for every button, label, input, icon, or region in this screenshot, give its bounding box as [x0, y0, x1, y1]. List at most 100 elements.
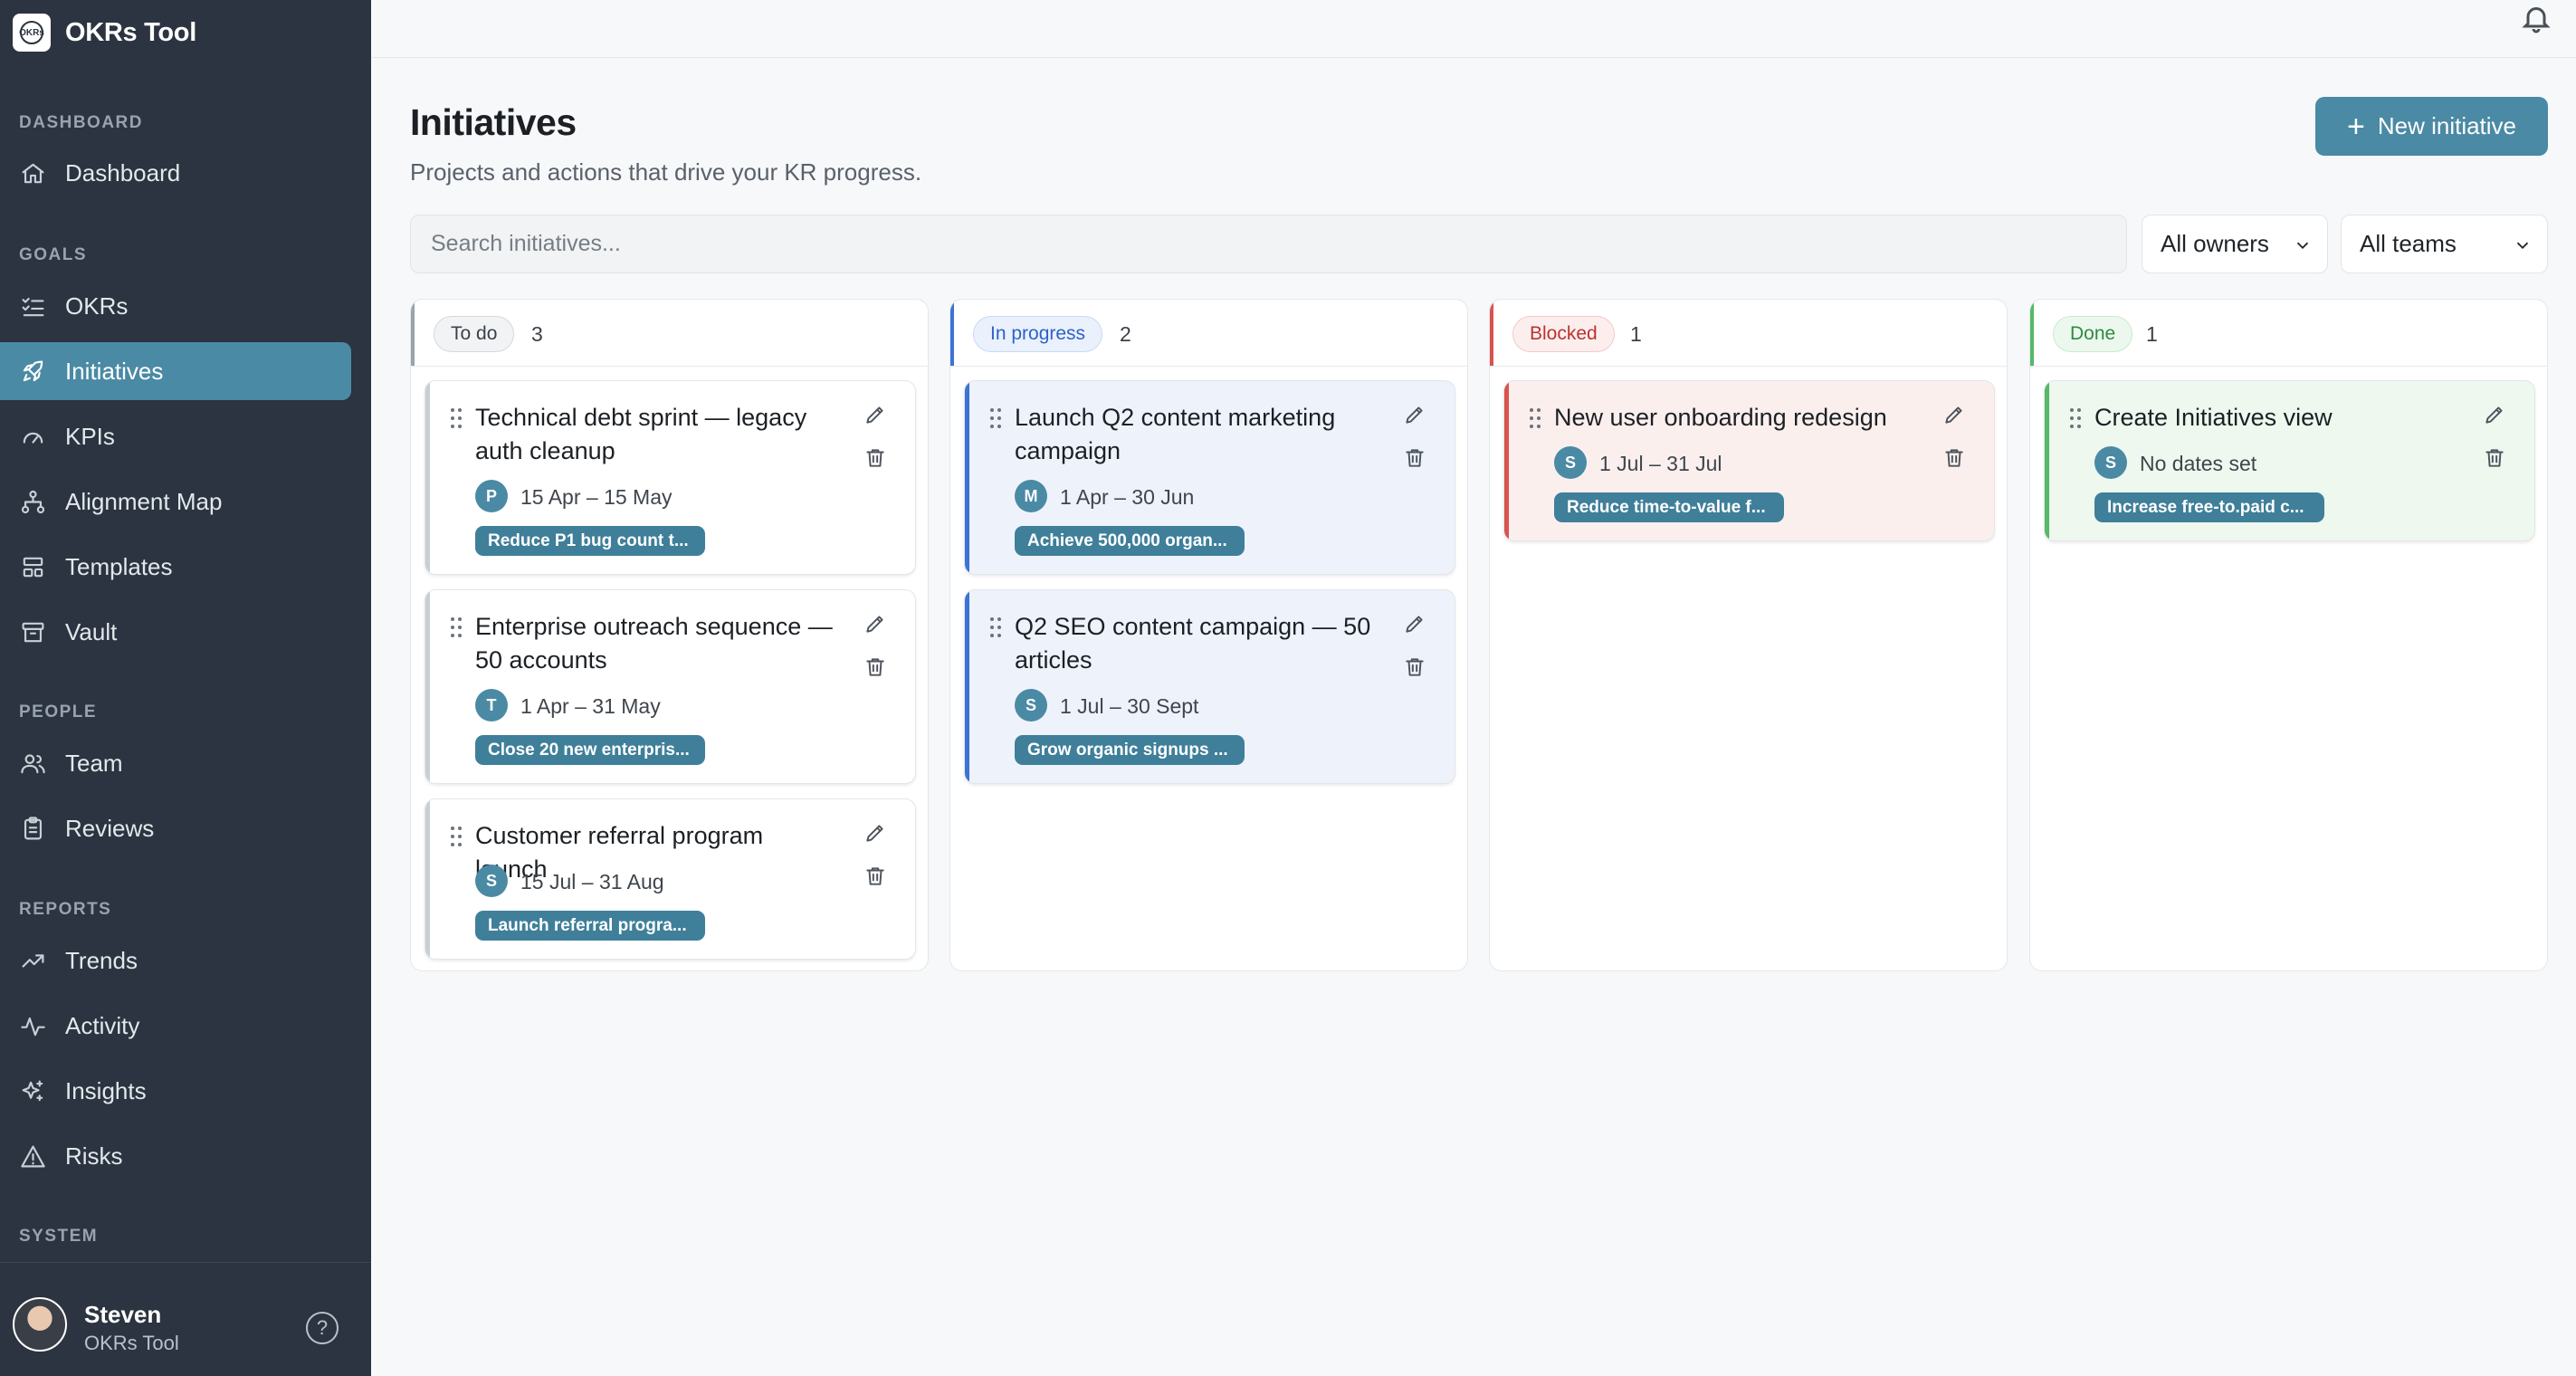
sidebar-item-initiatives[interactable]: Initiatives	[0, 342, 351, 400]
column-accent	[950, 300, 954, 367]
kr-tag[interactable]: Increase free-to.paid c...	[2094, 492, 2324, 522]
sidebar-item-reviews[interactable]: Reviews	[0, 799, 351, 857]
sidebar-item-label: Initiatives	[65, 357, 164, 385]
sidebar-item-label: OKRs	[65, 291, 129, 320]
sidebar-item-alignment-map[interactable]: Alignment Map	[0, 473, 351, 530]
card-title: Enterprise outreach sequence — 50 accoun…	[475, 613, 833, 674]
kr-tag[interactable]: Reduce time-to-value f...	[1554, 492, 1784, 522]
sidebar-item-label: Activity	[65, 1011, 140, 1039]
sidebar-item-kpis[interactable]: KPIs	[0, 407, 351, 465]
sidebar-item-team[interactable]: Team	[0, 734, 351, 792]
kr-tag[interactable]: Reduce P1 bug count t...	[475, 526, 705, 556]
trash-icon[interactable]	[2483, 446, 2508, 472]
status-badge: In progress	[973, 316, 1103, 352]
sidebar-item-risks[interactable]: Risks	[0, 1127, 351, 1185]
edit-icon[interactable]	[863, 403, 889, 428]
owner-filter-select[interactable]: All owners	[2142, 215, 2328, 273]
app-logo: OKRs	[13, 14, 51, 52]
sidebar-item-dashboard[interactable]: Dashboard	[0, 144, 351, 202]
card-status-bar	[425, 381, 430, 574]
owner-avatar: S	[2094, 446, 2127, 479]
kr-tag[interactable]: Grow organic signups ...	[1015, 735, 1245, 765]
initiative-card[interactable]: Create Initiatives view S No dates set I…	[2044, 380, 2535, 541]
users-icon	[18, 749, 47, 778]
section-label-goals: GOALS	[19, 245, 88, 264]
sidebar-item-label: Insights	[65, 1076, 147, 1104]
sidebar-item-label: Risks	[65, 1142, 123, 1170]
activity-icon	[18, 1011, 47, 1040]
top-bar	[371, 0, 2576, 58]
drag-handle-icon[interactable]	[449, 616, 463, 639]
team-filter-select[interactable]: All teams	[2341, 215, 2548, 273]
initiative-card[interactable]: Q2 SEO content campaign — 50 articles S …	[964, 589, 1455, 784]
card-dates: 1 Jul – 30 Sept	[1060, 694, 1199, 718]
user-panel[interactable]: Steven OKRs Tool ?	[0, 1262, 371, 1376]
drag-handle-icon[interactable]	[2068, 406, 2083, 430]
rocket-icon	[18, 357, 47, 386]
edit-icon[interactable]	[2483, 403, 2508, 428]
edit-icon[interactable]	[863, 821, 889, 846]
kr-tag[interactable]: Achieve 500,000 organ...	[1015, 526, 1245, 556]
column-accent	[1490, 300, 1493, 367]
page-subtitle: Projects and actions that drive your KR …	[410, 158, 922, 186]
edit-icon[interactable]	[1403, 612, 1428, 637]
column-count: 1	[2146, 322, 2158, 346]
search-input[interactable]	[410, 215, 2127, 273]
home-icon	[18, 158, 47, 187]
column-in-progress: In progress 2 Launch Q2 content marketin…	[949, 299, 1468, 971]
sidebar-item-activity[interactable]: Activity	[0, 997, 351, 1055]
drag-handle-icon[interactable]	[988, 406, 1003, 430]
column-todo: To do 3 Technical debt sprint — legacy a…	[410, 299, 929, 971]
sitemap-icon	[18, 487, 47, 516]
sidebar-item-label: KPIs	[65, 422, 115, 450]
avatar[interactable]	[13, 1297, 67, 1352]
sidebar-item-trends[interactable]: Trends	[0, 932, 351, 989]
trash-icon[interactable]	[863, 446, 889, 472]
column-header: Done 1	[2030, 300, 2547, 367]
chevron-down-icon	[2513, 234, 2533, 253]
new-initiative-button[interactable]: + New initiative	[2315, 97, 2548, 156]
sidebar-item-okrs[interactable]: OKRs	[0, 277, 351, 335]
edit-icon[interactable]	[1403, 403, 1428, 428]
initiative-card[interactable]: Launch Q2 content marketing campaign M 1…	[964, 380, 1455, 575]
card-title: Q2 SEO content campaign — 50 articles	[1015, 613, 1371, 674]
trash-icon[interactable]	[1403, 655, 1428, 681]
trash-icon[interactable]	[1403, 446, 1428, 472]
drag-handle-icon[interactable]	[449, 825, 463, 848]
kr-tag[interactable]: Launch referral progra...	[475, 911, 705, 941]
initiative-card[interactable]: New user onboarding redesign S 1 Jul – 3…	[1503, 380, 1995, 541]
edit-icon[interactable]	[1942, 403, 1968, 428]
trash-icon[interactable]	[863, 655, 889, 681]
drag-handle-icon[interactable]	[1528, 406, 1542, 430]
gauge-icon	[18, 422, 47, 451]
card-dates: No dates set	[2140, 452, 2257, 475]
help-icon[interactable]: ?	[306, 1312, 339, 1344]
kr-tag[interactable]: Close 20 new enterpris...	[475, 735, 705, 765]
column-header: Blocked 1	[1490, 300, 2007, 367]
owner-avatar: S	[1554, 446, 1587, 479]
bell-icon[interactable]	[2520, 2, 2556, 38]
sidebar-item-vault[interactable]: Vault	[0, 603, 351, 661]
drag-handle-icon[interactable]	[449, 406, 463, 430]
sidebar-item-templates[interactable]: Templates	[0, 538, 351, 596]
drag-handle-icon[interactable]	[988, 616, 1003, 639]
section-label-reports: REPORTS	[19, 900, 112, 919]
section-label-dashboard: DASHBOARD	[19, 113, 143, 132]
card-title: New user onboarding redesign	[1554, 404, 1887, 431]
card-status-bar	[2045, 381, 2049, 540]
owner-avatar: P	[475, 480, 508, 512]
initiative-card[interactable]: Customer referral program launch S 15 Ju…	[425, 798, 916, 960]
section-label-people: PEOPLE	[19, 702, 98, 721]
trash-icon[interactable]	[863, 865, 889, 890]
sidebar-item-insights[interactable]: Insights	[0, 1062, 351, 1120]
sidebar-item-label: Templates	[65, 552, 173, 580]
status-badge: To do	[434, 316, 515, 352]
initiative-card[interactable]: Enterprise outreach sequence — 50 accoun…	[425, 589, 916, 784]
trash-icon[interactable]	[1942, 446, 1968, 472]
edit-icon[interactable]	[863, 612, 889, 637]
card-status-bar	[965, 381, 969, 574]
column-accent	[2030, 300, 2034, 367]
initiative-card[interactable]: Technical debt sprint — legacy auth clea…	[425, 380, 916, 575]
brand[interactable]: OKRs OKRs Tool	[13, 13, 196, 53]
owner-avatar: S	[475, 865, 508, 897]
